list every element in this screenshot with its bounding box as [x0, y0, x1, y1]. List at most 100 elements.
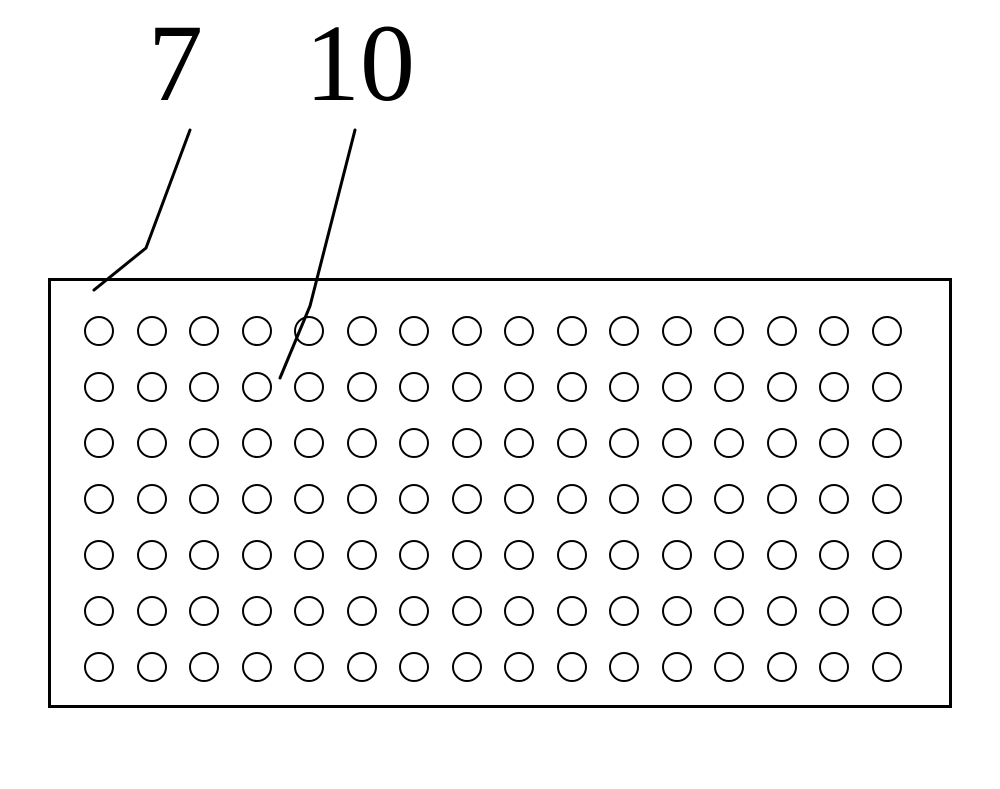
hole	[137, 428, 167, 458]
hole	[714, 652, 744, 682]
hole	[294, 652, 324, 682]
hole	[767, 596, 797, 626]
hole	[504, 540, 534, 570]
hole	[767, 372, 797, 402]
hole	[714, 596, 744, 626]
hole	[819, 484, 849, 514]
hole	[504, 316, 534, 346]
hole	[347, 540, 377, 570]
hole	[347, 596, 377, 626]
hole	[557, 652, 587, 682]
hole	[347, 652, 377, 682]
hole	[504, 652, 534, 682]
hole	[294, 596, 324, 626]
leader-line-7	[90, 126, 194, 294]
hole	[609, 428, 639, 458]
hole	[504, 372, 534, 402]
hole	[189, 372, 219, 402]
hole	[819, 316, 849, 346]
hole	[84, 652, 114, 682]
hole	[189, 316, 219, 346]
hole	[242, 652, 272, 682]
hole	[399, 316, 429, 346]
hole	[767, 428, 797, 458]
hole	[294, 540, 324, 570]
hole	[767, 316, 797, 346]
hole	[399, 540, 429, 570]
hole	[137, 540, 167, 570]
hole	[714, 484, 744, 514]
hole	[399, 428, 429, 458]
hole	[714, 540, 744, 570]
hole	[84, 372, 114, 402]
hole	[557, 316, 587, 346]
hole	[609, 652, 639, 682]
hole	[557, 596, 587, 626]
hole	[189, 652, 219, 682]
hole	[872, 428, 902, 458]
hole	[189, 484, 219, 514]
hole	[452, 428, 482, 458]
hole	[714, 372, 744, 402]
hole	[557, 428, 587, 458]
hole	[399, 652, 429, 682]
hole	[242, 428, 272, 458]
hole	[84, 484, 114, 514]
hole	[399, 372, 429, 402]
hole	[242, 484, 272, 514]
hole	[557, 540, 587, 570]
hole	[609, 596, 639, 626]
hole	[399, 596, 429, 626]
hole	[242, 596, 272, 626]
hole	[137, 484, 167, 514]
hole	[84, 540, 114, 570]
hole	[872, 484, 902, 514]
hole	[137, 372, 167, 402]
hole	[452, 652, 482, 682]
hole	[84, 316, 114, 346]
hole	[242, 540, 272, 570]
hole	[662, 484, 692, 514]
hole	[819, 596, 849, 626]
hole	[294, 428, 324, 458]
hole-grid	[84, 316, 902, 682]
hole	[189, 540, 219, 570]
hole	[137, 652, 167, 682]
hole	[609, 316, 639, 346]
hole	[662, 652, 692, 682]
hole	[872, 596, 902, 626]
hole	[609, 484, 639, 514]
hole	[767, 652, 797, 682]
hole	[452, 596, 482, 626]
hole	[189, 428, 219, 458]
hole	[189, 596, 219, 626]
hole	[819, 428, 849, 458]
hole	[452, 540, 482, 570]
hole	[504, 596, 534, 626]
hole	[662, 428, 692, 458]
hole	[294, 484, 324, 514]
hole	[872, 540, 902, 570]
hole	[347, 428, 377, 458]
hole	[452, 316, 482, 346]
hole	[84, 596, 114, 626]
hole	[819, 652, 849, 682]
hole	[767, 540, 797, 570]
hole	[399, 484, 429, 514]
hole	[662, 372, 692, 402]
diagram-canvas: 7 10	[0, 0, 1000, 789]
hole	[662, 540, 692, 570]
hole	[504, 484, 534, 514]
hole	[819, 540, 849, 570]
callout-label-10: 10	[305, 8, 415, 118]
hole	[557, 484, 587, 514]
hole	[872, 372, 902, 402]
hole	[242, 372, 272, 402]
hole	[347, 484, 377, 514]
hole	[242, 316, 272, 346]
hole	[137, 596, 167, 626]
hole	[557, 372, 587, 402]
hole	[872, 652, 902, 682]
callout-label-7: 7	[148, 8, 203, 118]
hole	[452, 372, 482, 402]
